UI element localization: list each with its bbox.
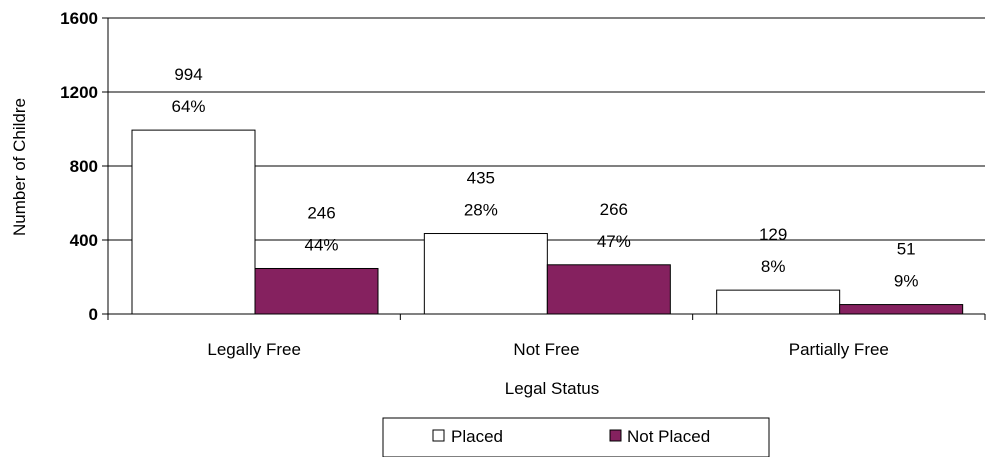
- y-tick-label: 400: [70, 231, 98, 250]
- x-axis-title: Legal Status: [505, 379, 600, 398]
- data-label-percent: 8%: [761, 257, 786, 276]
- data-label-percent: 28%: [464, 201, 498, 220]
- bar-placed: [423, 233, 548, 315]
- legend-label-not-placed: Not Placed: [627, 427, 710, 446]
- y-axis-title: Number of Childre: [10, 98, 29, 236]
- data-label-value: 246: [307, 203, 335, 222]
- data-label-percent: 47%: [597, 232, 631, 251]
- axes: [107, 18, 986, 320]
- legend: Placed Not Placed: [382, 417, 770, 457]
- data-label-value: 129: [759, 225, 787, 244]
- bar-placed: [716, 289, 841, 315]
- data-label-value: 435: [467, 169, 495, 188]
- bars: [131, 129, 964, 315]
- data-label-percent: 9%: [894, 272, 919, 291]
- y-tick-label: 0: [89, 305, 98, 324]
- legend-swatch-placed: [432, 429, 445, 442]
- x-category-label: Legally Free: [207, 340, 301, 359]
- bar-not-placed: [546, 264, 671, 315]
- bar-not-placed: [254, 267, 379, 315]
- data-label-value: 266: [600, 200, 628, 219]
- bar-not-placed: [839, 304, 964, 315]
- y-axis-ticks: 0 400 800 1200 1600: [60, 9, 108, 324]
- data-label-value: 994: [174, 65, 202, 84]
- data-label-percent: 64%: [171, 97, 205, 116]
- data-label-percent: 44%: [304, 235, 338, 254]
- y-tick-label: 800: [70, 157, 98, 176]
- y-tick-label: 1600: [60, 9, 98, 28]
- data-label-value: 51: [897, 240, 916, 259]
- x-category-label: Not Free: [513, 340, 579, 359]
- legend-box: [382, 417, 770, 457]
- x-category-label: Partially Free: [789, 340, 889, 359]
- legend-label-placed: Placed: [451, 427, 503, 446]
- y-tick-label: 1200: [60, 83, 98, 102]
- legend-swatch-not-placed: [609, 429, 622, 442]
- x-axis-categories: Legally Free Not Free Partially Free: [207, 340, 889, 359]
- bar-placed: [131, 129, 256, 315]
- data-labels: 994 64% 246 44% 435 28% 266 47% 129 8% 51 9%: [171, 65, 918, 290]
